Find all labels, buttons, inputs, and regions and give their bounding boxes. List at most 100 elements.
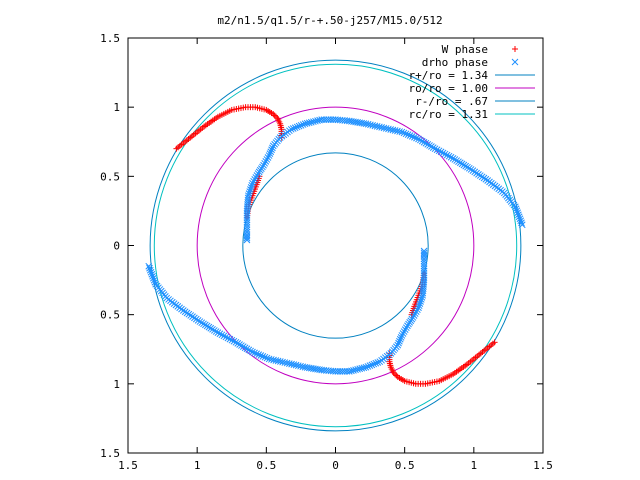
data-point: [518, 219, 525, 227]
legend-label: rc/ro = 1.31: [409, 108, 488, 121]
data-point: [245, 346, 253, 354]
reference-circle: [153, 63, 518, 428]
data-point: [395, 339, 402, 347]
data-point: [269, 142, 277, 150]
data-point: [424, 141, 432, 148]
data-point: [270, 111, 277, 118]
data-point: [404, 131, 412, 139]
data-point: [356, 365, 364, 373]
y-tick-label: 1.5: [100, 32, 120, 45]
data-point: [265, 152, 273, 159]
data-point: [402, 324, 410, 332]
data-point: [417, 296, 425, 303]
data-point: [150, 274, 157, 282]
data-point: [228, 336, 236, 344]
data-point: [243, 236, 251, 244]
data-point: [420, 265, 428, 272]
data-point: [408, 133, 416, 140]
data-point: [268, 146, 275, 154]
data-point: [146, 266, 154, 274]
data-point: [515, 211, 522, 219]
data-point: [263, 354, 271, 362]
data-point: [415, 302, 423, 310]
data-point: [310, 118, 317, 126]
data-point: [243, 234, 251, 242]
data-point: [271, 112, 278, 119]
data-point: [418, 137, 426, 145]
data-point: [259, 352, 267, 360]
data-point: [234, 340, 242, 347]
data-point: [428, 143, 435, 150]
data-point: [394, 373, 401, 380]
data-point: [414, 306, 421, 314]
data-point: [412, 308, 420, 315]
y-tick-label: 0.5: [100, 170, 120, 183]
data-point: [518, 221, 526, 229]
data-point: [512, 205, 520, 213]
data-point: [243, 219, 251, 226]
data-point: [267, 148, 275, 156]
data-point: [445, 152, 453, 160]
data-point: [226, 335, 234, 343]
data-point: [301, 120, 309, 128]
data-point: [307, 118, 315, 126]
data-point: [368, 361, 376, 369]
data-point: [397, 333, 405, 341]
x-tick-label: 1.5: [533, 459, 553, 472]
data-point: [145, 262, 153, 270]
data-point: [391, 371, 398, 378]
legend-label: drho phase: [422, 56, 488, 69]
data-point: [243, 345, 251, 353]
data-point: [410, 312, 418, 319]
data-point: [370, 360, 378, 368]
legend-label: r-/ro = .67: [415, 95, 488, 108]
data-point: [220, 332, 228, 340]
data-point: [262, 158, 270, 165]
data-point: [247, 347, 255, 355]
data-point: [303, 119, 311, 127]
data-point: [420, 247, 428, 255]
data-point: [247, 184, 255, 191]
data-point: [251, 176, 259, 183]
data-point: [364, 363, 372, 370]
data-point: [429, 144, 437, 151]
data-point: [413, 134, 420, 142]
legend-marker: [511, 58, 519, 66]
data-point: [318, 116, 326, 123]
data-point: [348, 367, 355, 375]
data-point: [253, 350, 261, 358]
data-point: [314, 117, 321, 125]
data-point: [345, 368, 353, 375]
data-point: [431, 145, 439, 153]
data-point: [222, 333, 230, 341]
data-point: [264, 154, 272, 161]
data-point: [252, 174, 260, 181]
data-point: [514, 209, 521, 217]
legend-marker: [512, 46, 518, 52]
chart-title: m2/n1.5/q1.5/r-+.50-j257/M15.0/512: [217, 14, 442, 27]
data-point: [312, 117, 319, 125]
data-point: [224, 334, 232, 342]
x-tick-label: 0.5: [395, 459, 415, 472]
data-point: [433, 146, 441, 154]
data-point: [248, 181, 256, 189]
data-point: [263, 156, 271, 163]
data-point: [146, 264, 153, 272]
data-point: [426, 142, 433, 149]
data-point: [420, 258, 428, 265]
data-point: [516, 215, 524, 223]
x-tick-label: 1: [194, 459, 201, 472]
data-point: [251, 349, 258, 357]
data-point: [420, 249, 428, 257]
data-point: [305, 119, 313, 127]
data-point: [410, 133, 418, 141]
data-point: [393, 372, 400, 379]
data-point: [350, 366, 357, 374]
data-point: [243, 221, 251, 229]
data-point: [422, 139, 430, 147]
data-point: [253, 172, 261, 179]
data-point: [416, 300, 424, 307]
reference-circle: [149, 59, 522, 432]
data-point: [396, 335, 404, 343]
